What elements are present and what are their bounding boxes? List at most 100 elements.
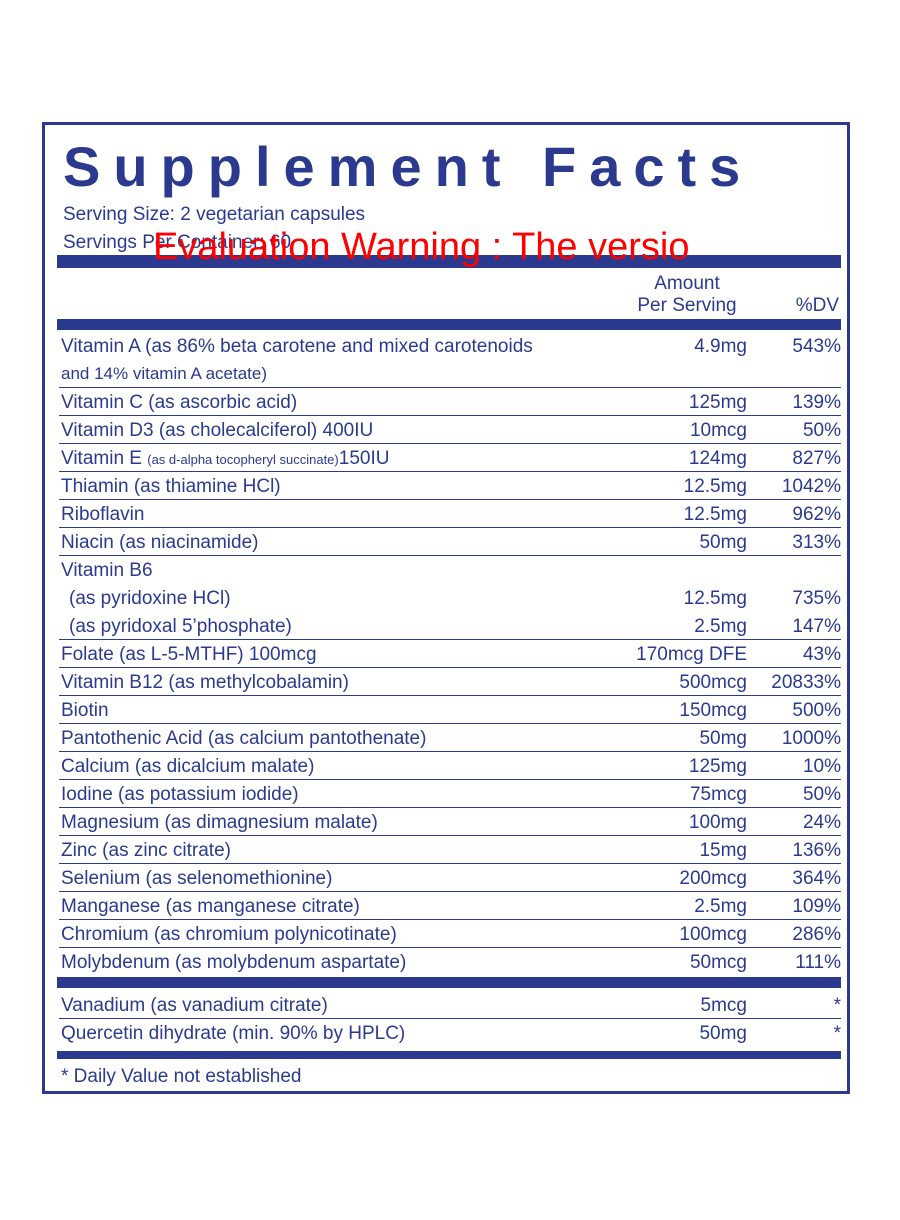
ingredient-name: Quercetin dihydrate (min. 90% by HPLC): [61, 1023, 406, 1044]
serving-size: Serving Size: 2 vegetarian capsules: [63, 204, 366, 225]
nutrient-amount: 125mg: [688, 756, 747, 777]
nutrient-dv: 827%: [792, 448, 841, 469]
nutrient-amount: 100mg: [688, 812, 747, 833]
daily-value-footnote: * Daily Value not established: [61, 1066, 302, 1087]
nutrient-dv: 24%: [802, 812, 841, 833]
nutrient-dv: 543%: [792, 336, 841, 357]
other-row-vanadium: Vanadium (as vanadium citrate) 5mcg *: [59, 991, 841, 1019]
nutrient-row-calcium: Calcium (as dicalcium malate) 125mg 10%: [59, 752, 841, 780]
nutrient-name: Riboflavin: [61, 504, 145, 525]
nutrient-dv: 147%: [792, 616, 841, 637]
nutrient-name: Manganese (as manganese citrate): [61, 896, 360, 917]
amount-per-serving-header: Amount Per Serving: [625, 273, 749, 317]
nutrient-row-vitamin-a: Vitamin A (as 86% beta carotene and mixe…: [59, 332, 841, 388]
nutrient-dv: 286%: [792, 924, 841, 945]
nutrient-name: Niacin (as niacinamide): [61, 532, 259, 553]
nutrient-amount: 2.5mg: [694, 896, 747, 917]
nutrient-dv: 1042%: [781, 476, 841, 497]
nutrient-name: Vitamin B12 (as methylcobalamin): [61, 672, 349, 693]
amount-header-line2: Per Serving: [637, 295, 737, 316]
nutrient-name: Calcium (as dicalcium malate): [61, 756, 315, 777]
amount-header-line1: Amount: [654, 273, 720, 294]
top-divider-bar: [57, 255, 841, 268]
supplement-facts-panel: Supplement Facts Serving Size: 2 vegetar…: [42, 122, 850, 1094]
nutrient-row-vitamin-e: Vitamin E (as d-alpha tocopheryl succina…: [59, 444, 841, 472]
nutrient-name: Zinc (as zinc citrate): [61, 840, 231, 861]
panel-title: Supplement Facts: [63, 135, 754, 198]
header-divider-bar: [57, 319, 841, 330]
nutrient-amount: 125mg: [688, 392, 747, 413]
nutrient-subname: (as pyridoxine HCl): [69, 588, 231, 609]
nutrient-row-pantothenic-acid: Pantothenic Acid (as calcium pantothenat…: [59, 724, 841, 752]
nutrient-row-selenium: Selenium (as selenomethionine) 200mcg 36…: [59, 864, 841, 892]
nutrient-name: Magnesium (as dimagnesium malate): [61, 812, 378, 833]
nutrient-row-vitamin-c: Vitamin C (as ascorbic acid) 125mg 139%: [59, 388, 841, 416]
nutrient-name-iu: 150IU: [338, 448, 390, 469]
nutrient-name: Vitamin E (as d-alpha tocopheryl succina…: [61, 448, 389, 470]
ingredient-name: Vanadium (as vanadium citrate): [61, 995, 328, 1016]
nutrient-row-folate: Folate (as L-5-MTHF) 100mcg 170mcg DFE 4…: [59, 640, 841, 668]
section-divider-bar: [57, 977, 841, 988]
nutrient-row-thiamin: Thiamin (as thiamine HCl) 12.5mg 1042%: [59, 472, 841, 500]
nutrient-amount: 4.9mg: [694, 336, 747, 357]
nutrient-amount: 15mg: [699, 840, 747, 861]
nutrient-name: Vitamin C (as ascorbic acid): [61, 392, 298, 413]
ingredient-amount: 5mcg: [700, 995, 747, 1016]
nutrient-dv: 139%: [792, 392, 841, 413]
ingredient-amount: 50mg: [699, 1023, 747, 1044]
nutrient-amount: 100mcg: [679, 924, 747, 945]
nutrient-row-molybdenum: Molybdenum (as molybdenum aspartate) 50m…: [59, 948, 841, 976]
nutrient-amount: 50mg: [699, 728, 747, 749]
nutrient-row-vitamin-b6: Vitamin B6 (as pyridoxine HCl) 12.5mg 73…: [59, 556, 841, 640]
nutrient-name: Chromium (as chromium polynicotinate): [61, 924, 397, 945]
nutrient-amount: 50mcg: [689, 952, 747, 973]
nutrient-name: Molybdenum (as molybdenum aspartate): [61, 952, 407, 973]
nutrient-dv: 50%: [802, 784, 841, 805]
nutrient-dv: 500%: [792, 700, 841, 721]
nutrient-row-niacin: Niacin (as niacinamide) 50mg 313%: [59, 528, 841, 556]
nutrient-dv: 136%: [792, 840, 841, 861]
nutrient-amount: 12.5mg: [683, 504, 747, 525]
nutrient-dv: 20833%: [771, 672, 841, 693]
nutrient-dv: 313%: [792, 532, 841, 553]
nutrient-subname: (as pyridoxal 5’phosphate): [69, 616, 292, 637]
nutrient-dv: 364%: [792, 868, 841, 889]
bottom-divider-bar: [57, 1051, 841, 1059]
nutrient-dv: 43%: [802, 644, 841, 665]
nutrient-amount: 10mcg: [689, 420, 747, 441]
nutrient-amount: 12.5mg: [683, 588, 747, 609]
dv-header: %DV: [795, 295, 839, 316]
nutrient-row-biotin: Biotin 150mcg 500%: [59, 696, 841, 724]
nutrient-dv: 735%: [792, 588, 841, 609]
nutrient-name-source: (as d-alpha tocopheryl succinate): [147, 452, 339, 467]
nutrient-name: Thiamin (as thiamine HCl): [61, 476, 281, 497]
nutrient-name: Folate (as L-5-MTHF) 100mcg: [61, 644, 317, 665]
nutrient-dv: 111%: [795, 952, 841, 973]
nutrient-row-vitamin-b12: Vitamin B12 (as methylcobalamin) 500mcg …: [59, 668, 841, 696]
nutrient-name-main: Vitamin E: [61, 448, 148, 469]
nutrient-name: Biotin: [61, 700, 109, 721]
nutrient-name: Iodine (as potassium iodide): [61, 784, 299, 805]
nutrient-amount: 200mcg: [679, 868, 747, 889]
nutrient-dv: 1000%: [781, 728, 841, 749]
nutrient-dv: 50%: [802, 420, 841, 441]
servings-per-container: Servings Per Container: 60: [63, 232, 292, 253]
nutrient-name: Vitamin B6: [61, 560, 153, 581]
nutrient-name: Vitamin D3 (as cholecalciferol) 400IU: [61, 420, 374, 441]
evaluation-watermark: Evaluation Warning : The versio: [153, 226, 690, 268]
nutrient-amount: 500mcg: [679, 672, 747, 693]
nutrient-row-chromium: Chromium (as chromium polynicotinate) 10…: [59, 920, 841, 948]
nutrient-row-vitamin-d3: Vitamin D3 (as cholecalciferol) 400IU 10…: [59, 416, 841, 444]
nutrient-row-manganese: Manganese (as manganese citrate) 2.5mg 1…: [59, 892, 841, 920]
nutrient-amount: 12.5mg: [683, 476, 747, 497]
nutrient-amount: 170mcg DFE: [636, 644, 747, 665]
nutrient-name-continued: and 14% vitamin A acetate): [61, 364, 268, 383]
nutrient-amount: 124mg: [688, 448, 747, 469]
ingredient-dv: *: [833, 995, 841, 1016]
nutrient-row-iodine: Iodine (as potassium iodide) 75mcg 50%: [59, 780, 841, 808]
nutrient-name: Vitamin A (as 86% beta carotene and mixe…: [61, 336, 533, 357]
nutrient-name: Pantothenic Acid (as calcium pantothenat…: [61, 728, 427, 749]
nutrient-dv: 962%: [792, 504, 841, 525]
nutrient-row-riboflavin: Riboflavin 12.5mg 962%: [59, 500, 841, 528]
nutrient-dv: 109%: [792, 896, 841, 917]
